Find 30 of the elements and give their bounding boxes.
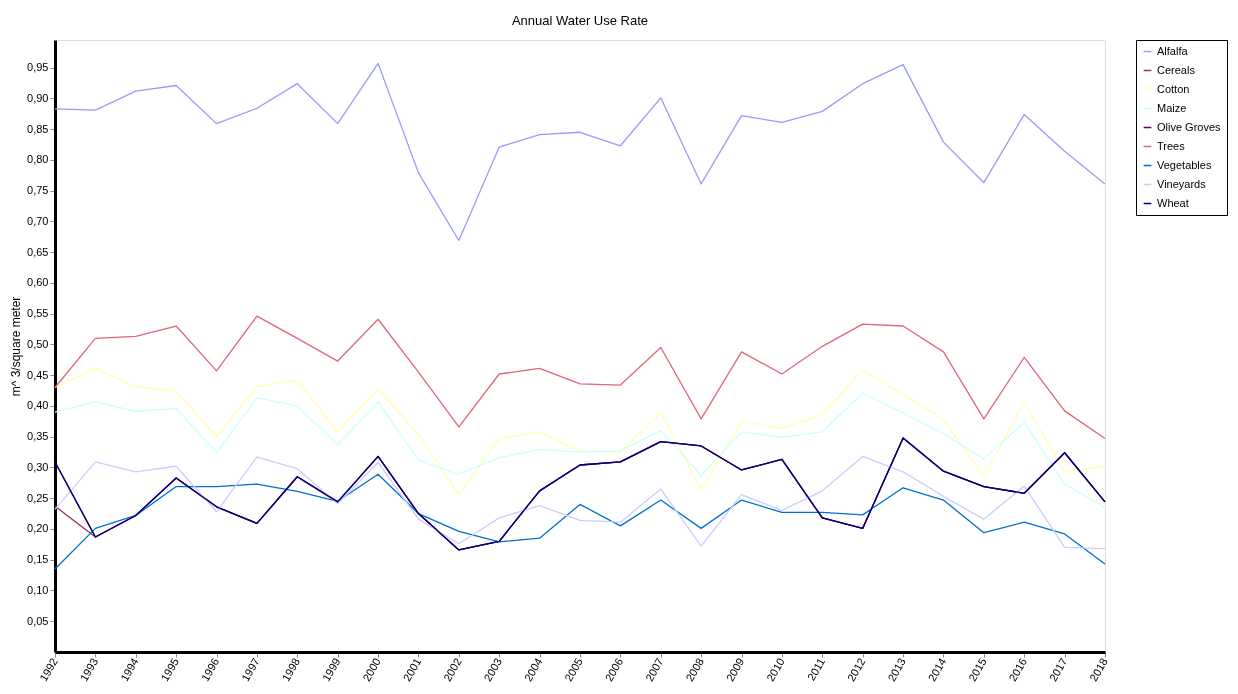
y-tick-label: 0,50 (27, 337, 49, 350)
y-tick-label: 0,65 (27, 245, 49, 258)
y-tick-label: 0,95 (27, 61, 49, 74)
legend-label: Maize (1157, 101, 1187, 114)
y-tick-label: 0,20 (27, 522, 49, 535)
chart-title: Annual Water Use Rate (511, 12, 649, 28)
legend-label: Trees (1157, 139, 1186, 152)
legend-label: Vineyards (1157, 177, 1207, 190)
y-tick-label: 0,15 (27, 553, 49, 566)
legend-label: Cereals (1157, 63, 1196, 76)
legend-label: Alfalfa (1157, 44, 1189, 57)
y-tick-label: 0,40 (27, 399, 49, 412)
y-tick-label: 0,35 (27, 430, 49, 443)
y-tick-label: 0,55 (27, 307, 49, 320)
y-tick-label: 0,85 (27, 122, 49, 135)
y-tick-label: 0,30 (27, 460, 49, 473)
legend-label: Wheat (1157, 196, 1189, 209)
y-tick-label: 0,10 (27, 583, 49, 596)
y-tick-label: 0,05 (27, 614, 49, 627)
y-tick-label: 0,75 (27, 184, 49, 197)
y-tick-label: 0,60 (27, 276, 49, 289)
y-axis-title: m^ 3/square meter (9, 296, 24, 397)
y-tick-label: 0,45 (27, 368, 49, 381)
y-tick-label: 0,80 (27, 153, 49, 166)
y-tick-label: 0,70 (27, 214, 49, 227)
legend-label: Olive Groves (1157, 120, 1222, 133)
legend-label: Cotton (1157, 82, 1190, 95)
legend-label: Vegetables (1157, 158, 1212, 171)
y-tick-label: 0,90 (27, 91, 49, 104)
y-tick-label: 0,25 (27, 491, 49, 504)
